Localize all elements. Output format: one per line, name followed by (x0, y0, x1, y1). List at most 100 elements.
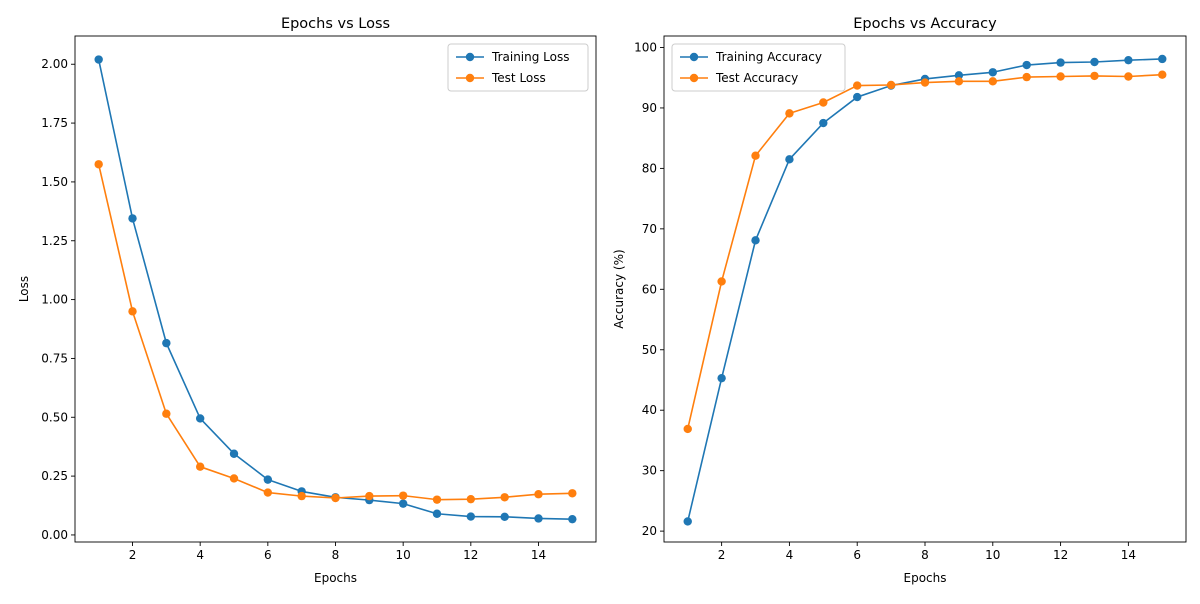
x-tick-label: 8 (332, 548, 340, 562)
x-tick-label: 4 (196, 548, 204, 562)
data-point (500, 493, 509, 502)
y-axis-label: Loss (17, 276, 31, 302)
data-point (1056, 58, 1065, 67)
data-point (365, 491, 374, 501)
x-axis-label: Epochs (904, 571, 947, 585)
plot-area-frame (663, 35, 1187, 543)
legend-swatch-marker (465, 73, 475, 83)
chart-panel-1: Epochs vs Loss 2 4 6 8 10 12 14 0.00 0.25 0.50 0.75… (17, 16, 597, 585)
data-point (263, 475, 273, 484)
data-point (500, 512, 509, 522)
data-point (94, 160, 103, 169)
y-tick-label: 60 (642, 282, 657, 296)
data-point (568, 514, 577, 524)
data-point (398, 491, 408, 500)
data-point (432, 509, 442, 518)
y-tick-label: 30 (642, 464, 657, 478)
data-point (128, 214, 137, 223)
y-tick-label: 80 (642, 161, 657, 175)
chart-title: Epochs vs Accuracy (853, 16, 997, 32)
x-tick-label: 2 (718, 548, 726, 562)
data-point (432, 495, 442, 504)
data-point (988, 77, 997, 86)
data-point (853, 81, 862, 90)
y-tick-label: 40 (642, 403, 657, 417)
data-point (229, 474, 239, 483)
data-point (920, 78, 930, 87)
legend-label: Training Accuracy (715, 50, 822, 64)
x-tick-label: 6 (264, 548, 272, 562)
legend-label: Test Loss (491, 71, 546, 85)
data-point (1090, 57, 1099, 67)
y-tick-label: 0.25 (41, 469, 68, 483)
data-point (954, 77, 964, 86)
series-2 (94, 160, 577, 504)
y-tick-label: 0.50 (41, 410, 68, 424)
data-point (331, 493, 340, 503)
data-point (466, 494, 476, 504)
data-point (398, 499, 408, 508)
data-point (534, 490, 543, 499)
data-point (297, 491, 306, 501)
y-tick-label: 50 (642, 343, 657, 357)
y-tick-label: 1.75 (41, 116, 68, 130)
legend-label: Test Accuracy (715, 71, 798, 85)
legend-label: Training Loss (491, 50, 569, 64)
legend-swatch-marker (465, 52, 475, 62)
data-point (717, 373, 726, 383)
x-tick-label: 12 (463, 548, 478, 562)
data-point (1056, 72, 1065, 81)
y-tick-label: 90 (642, 101, 657, 115)
data-point (1090, 71, 1099, 81)
y-tick-label: 100 (634, 40, 657, 54)
legend-entry: Training Accuracy (680, 50, 822, 64)
data-point (568, 489, 577, 498)
y-tick-label: 2.00 (41, 57, 68, 71)
x-tick-label: 8 (921, 548, 929, 562)
data-point (195, 414, 205, 423)
x-tick-label: 4 (786, 548, 794, 562)
data-point (785, 155, 794, 164)
data-point (785, 109, 794, 118)
data-point (886, 80, 896, 90)
data-point (1158, 70, 1167, 79)
data-point (717, 277, 726, 286)
y-tick-label: 0.75 (41, 351, 68, 365)
legend-swatch-marker (689, 73, 699, 83)
x-tick-label: 10 (396, 548, 411, 562)
data-point (1124, 72, 1133, 81)
data-point (1022, 72, 1031, 82)
data-point (954, 71, 964, 80)
data-point (751, 151, 760, 160)
legend-entry: Training Loss (456, 50, 569, 64)
chart-panel-2: Epochs vs Accuracy 2 4 6 8 10 12 14 20 30 40 50 60 70… (612, 16, 1187, 585)
data-point (751, 236, 760, 245)
data-point (819, 98, 828, 107)
legend-swatch-marker (689, 52, 699, 62)
data-point (1158, 54, 1167, 64)
x-tick-label: 14 (1121, 548, 1136, 562)
data-point (162, 338, 171, 348)
legend: Training Loss Test Loss (447, 43, 589, 92)
chart-title: Epochs vs Loss (281, 16, 390, 32)
x-axis-label: Epochs (314, 571, 357, 585)
data-point (853, 92, 862, 102)
data-point (819, 118, 828, 128)
data-point (534, 514, 543, 523)
data-point (195, 462, 205, 471)
legend: Training Accuracy Test Accuracy (671, 43, 846, 92)
data-point (988, 68, 997, 77)
legend-box (671, 43, 846, 92)
x-tick-label: 2 (129, 548, 137, 562)
data-point (1022, 60, 1031, 70)
data-point (94, 55, 103, 64)
y-axis-label: Accuracy (%) (612, 249, 626, 328)
x-tick-label: 12 (1053, 548, 1068, 562)
y-tick-label: 70 (642, 222, 657, 236)
data-point (128, 307, 137, 316)
data-point (683, 517, 692, 526)
y-tick-label: 1.00 (41, 293, 68, 307)
y-tick-label: 0.00 (41, 528, 68, 542)
y-tick-label: 1.50 (41, 175, 68, 189)
